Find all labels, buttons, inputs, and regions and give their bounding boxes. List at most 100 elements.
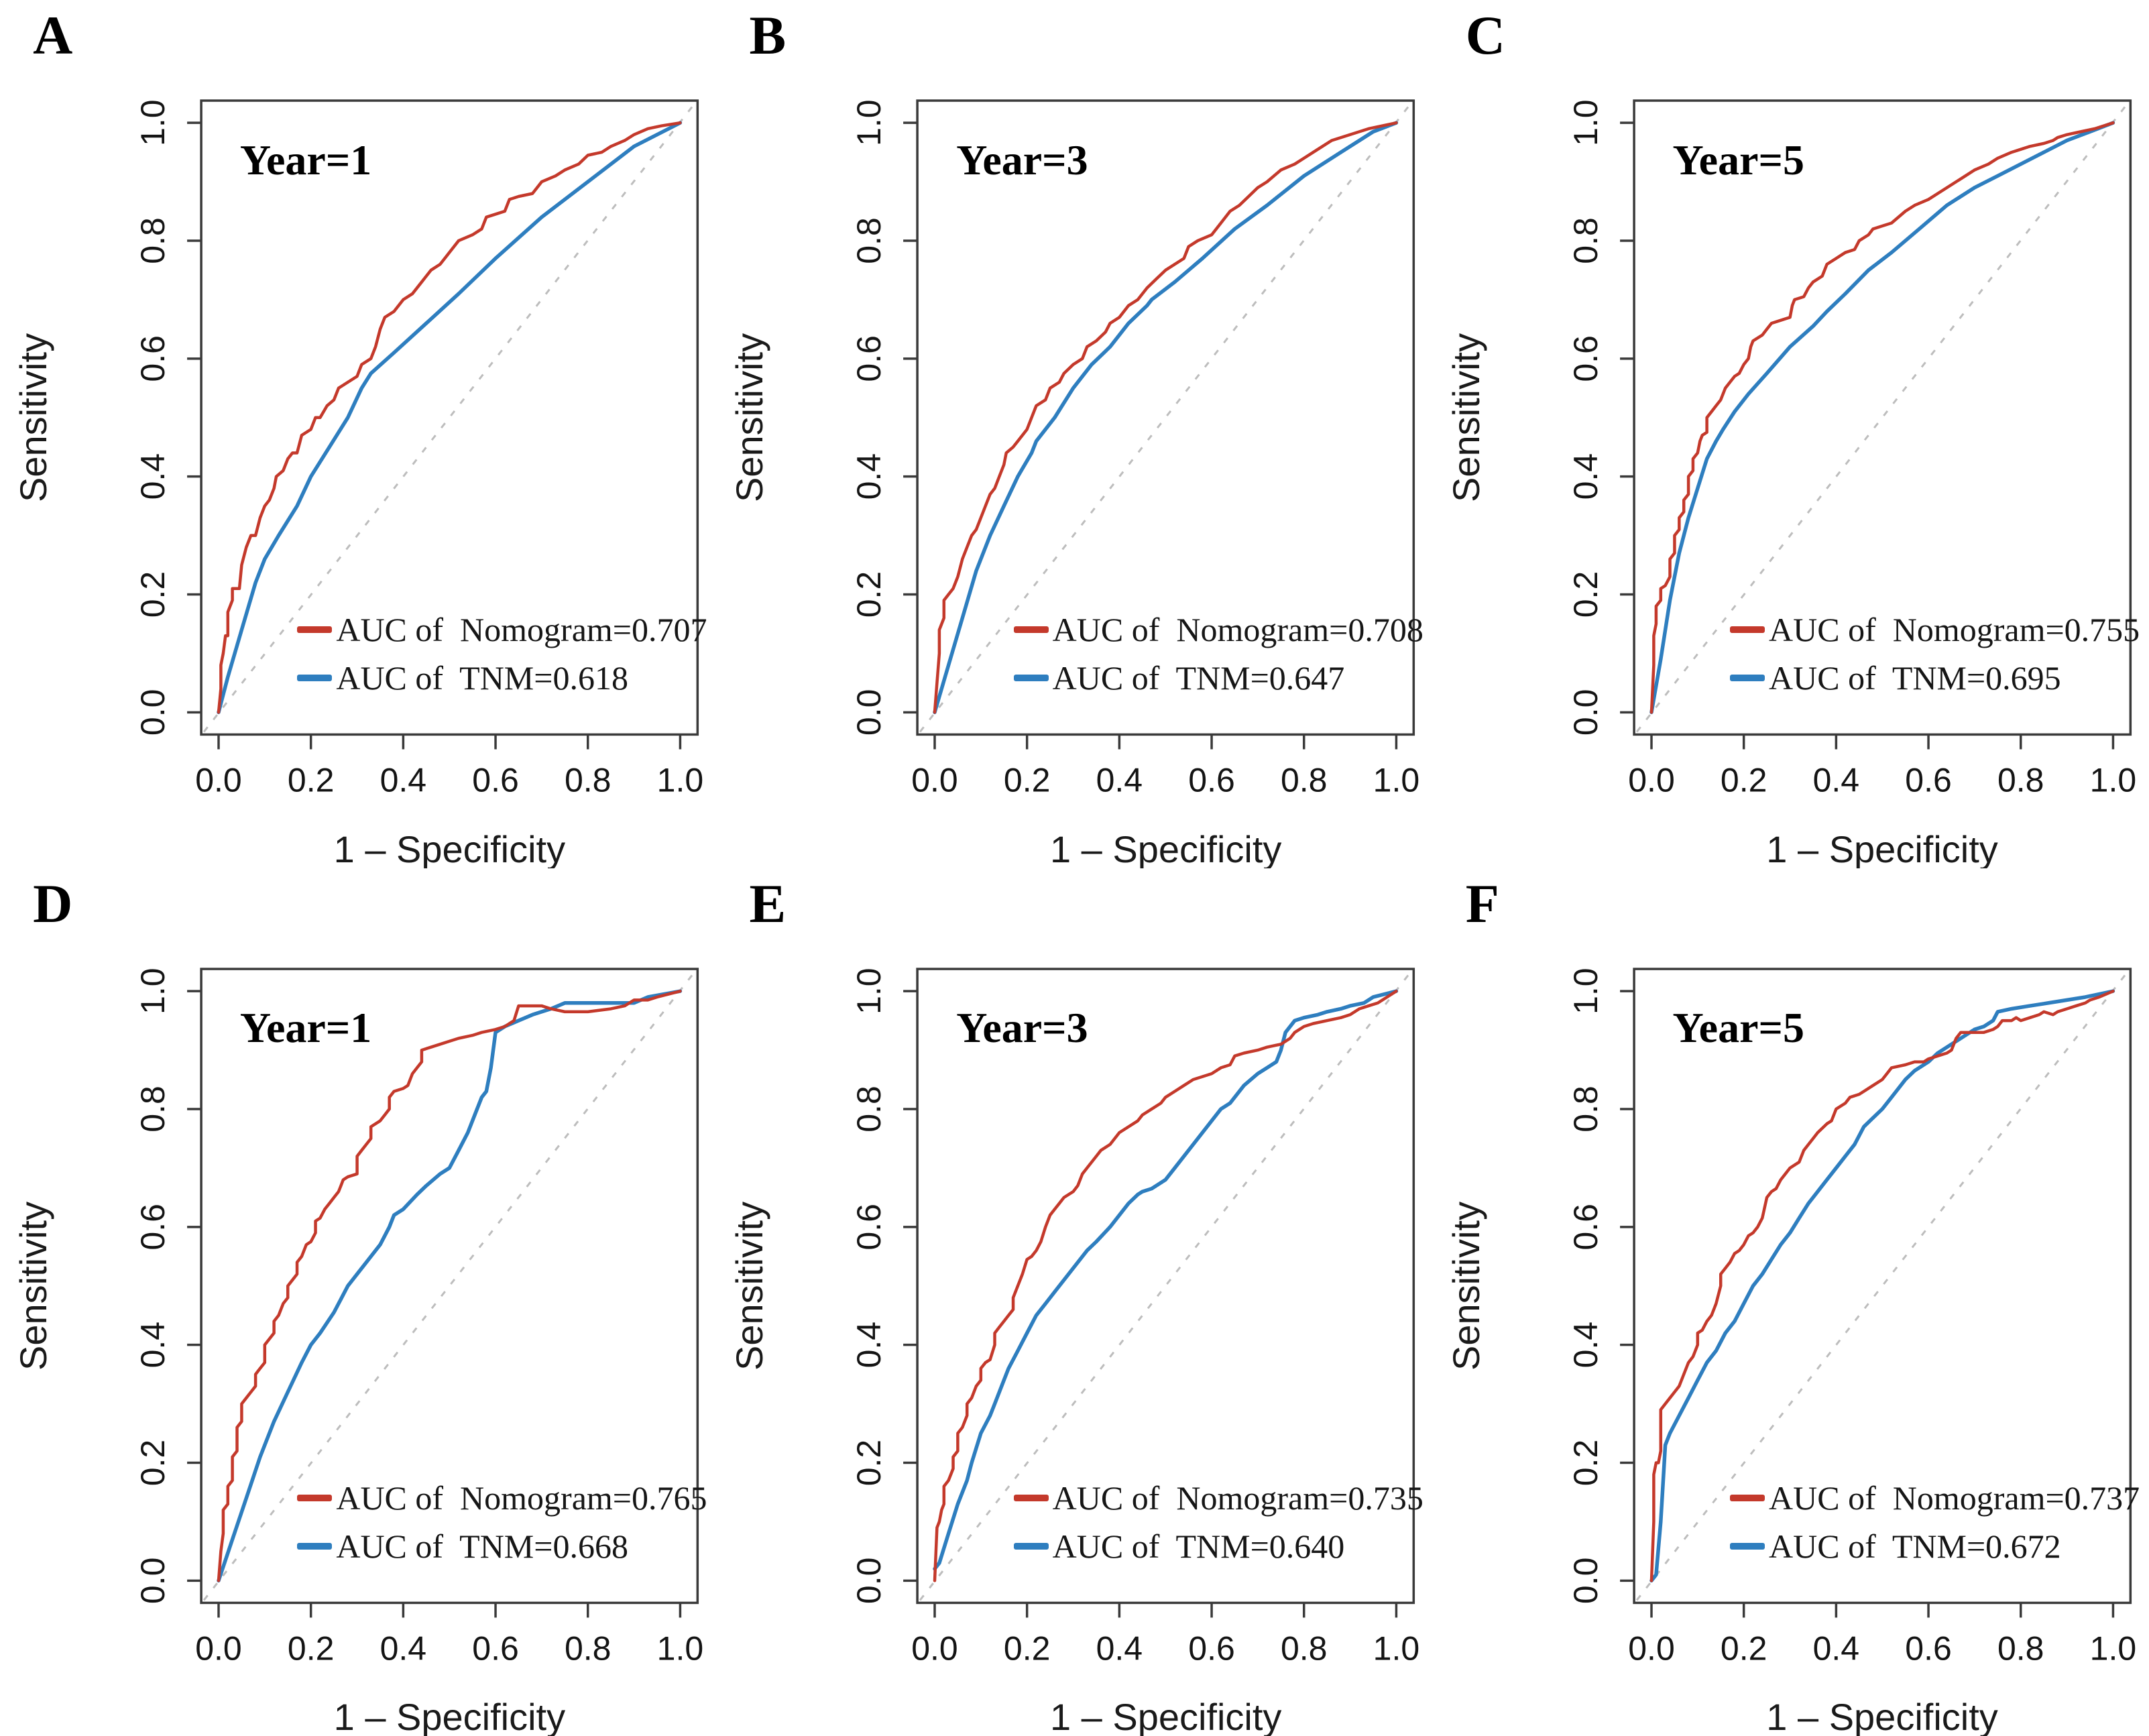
x-tick-label: 0.2 — [1721, 761, 1767, 799]
x-tick-label: 0.4 — [380, 761, 427, 799]
y-tick-label: 0.6 — [1567, 335, 1605, 382]
roc-legend: AUC of Nomogram=0.755 AUC of TNM=0.695 — [1730, 610, 2140, 697]
legend-label-tnm: AUC of TNM=0.618 — [336, 659, 628, 697]
x-axis-label: 1 – Specificity — [333, 827, 566, 868]
legend-row-tnm: AUC of TNM=0.640 — [1013, 1527, 1424, 1566]
chance-diagonal-line — [919, 970, 1412, 1601]
roc-plot-c: 0.0 0.0 0.2 0.2 0.4 0.4 0.6 0.6 0.8 0.8 1.0 1.0 — [1567, 99, 2136, 799]
roc-plot-a: 0.0 0.0 0.2 0.2 0.4 0.4 0.6 0.6 0.8 0.8 1.0 1.0 — [134, 99, 703, 799]
tnm-line-swatch — [1013, 1542, 1049, 1550]
legend-row-tnm: AUC of TNM=0.647 — [1013, 658, 1424, 697]
roc-legend: AUC of Nomogram=0.765 AUC of TNM=0.668 — [297, 1479, 707, 1566]
plot-box — [916, 967, 1415, 1604]
x-tick-label: 0.8 — [1281, 1629, 1328, 1667]
y-tick-label: 0.8 — [134, 1086, 172, 1133]
y-tick-label: 0.0 — [1567, 1557, 1605, 1604]
roc-legend: AUC of Nomogram=0.735 AUC of TNM=0.640 — [1013, 1479, 1424, 1566]
legend-label-tnm: AUC of TNM=0.672 — [1769, 1527, 2061, 1565]
roc-legend: AUC of Nomogram=0.708 AUC of TNM=0.647 — [1013, 610, 1424, 697]
x-tick-label: 1.0 — [2089, 1629, 2136, 1667]
x-tick-label: 0.2 — [1004, 761, 1051, 799]
chance-diagonal-line — [1635, 970, 2129, 1601]
y-tick-label: 0.0 — [850, 689, 888, 736]
x-tick-label: 1.0 — [657, 1629, 704, 1667]
legend-label-nomogram: AUC of Nomogram=0.735 — [1052, 1479, 1424, 1517]
legend-label-nomogram: AUC of Nomogram=0.707 — [336, 611, 707, 649]
y-tick-label: 0.2 — [134, 1439, 172, 1486]
panel-f: 0.0 0.0 0.2 0.2 0.4 0.4 0.6 0.6 0.8 0.8 1.0 1.0 F S… — [1433, 868, 2149, 1736]
x-axis-label: 1 – Specificity — [1766, 827, 1998, 868]
panel-letter-b: B — [749, 5, 787, 66]
x-axis-label: 1 – Specificity — [333, 1696, 566, 1736]
x-tick-label: 1.0 — [1373, 1629, 1420, 1667]
y-tick-label: 0.2 — [850, 571, 888, 618]
legend-label-tnm: AUC of TNM=0.695 — [1769, 659, 2061, 697]
y-tick-label: 0.2 — [1567, 1439, 1605, 1486]
plot-box — [200, 99, 699, 736]
roc-plot-f: 0.0 0.0 0.2 0.2 0.4 0.4 0.6 0.6 0.8 0.8 1.0 1.0 — [1567, 967, 2136, 1667]
y-tick-label: 1.0 — [134, 99, 172, 146]
year-annotation: Year=5 — [1672, 1004, 1804, 1052]
tnm-roc-curve — [217, 121, 683, 715]
y-tick-label: 0.2 — [1567, 571, 1605, 618]
legend-row-tnm: AUC of TNM=0.672 — [1730, 1527, 2140, 1566]
year-annotation: Year=5 — [1672, 135, 1804, 184]
y-axis-label: Sensitivity — [1444, 1201, 1487, 1371]
legend-row-nomogram: AUC of Nomogram=0.755 — [1730, 610, 2140, 649]
x-tick-label: 0.4 — [1812, 1629, 1859, 1667]
y-tick-label: 0.0 — [850, 1557, 888, 1604]
panel-d: 0.0 0.0 0.2 0.2 0.4 0.4 0.6 0.6 0.8 0.8 1.0 1.0 D S… — [0, 868, 716, 1736]
y-tick-label: 0.4 — [850, 1321, 888, 1368]
x-tick-label: 0.8 — [565, 1629, 612, 1667]
x-tick-label: 0.2 — [288, 1629, 335, 1667]
chance-diagonal-line — [919, 103, 1412, 733]
plot-box — [200, 967, 699, 1604]
legend-label-nomogram: AUC of Nomogram=0.708 — [1052, 611, 1424, 649]
x-tick-label: 0.0 — [195, 761, 242, 799]
x-tick-label: 0.6 — [472, 761, 519, 799]
legend-row-nomogram: AUC of Nomogram=0.737 — [1730, 1479, 2140, 1517]
x-tick-label: 0.4 — [1096, 1629, 1143, 1667]
x-axis-label: 1 – Specificity — [1766, 1696, 1998, 1736]
legend-row-tnm: AUC of TNM=0.668 — [297, 1527, 707, 1566]
year-annotation: Year=1 — [239, 1004, 372, 1052]
legend-row-nomogram: AUC of Nomogram=0.707 — [297, 610, 707, 649]
panel-letter-e: E — [749, 872, 787, 934]
x-tick-label: 0.6 — [1905, 761, 1952, 799]
y-tick-label: 0.4 — [134, 453, 172, 500]
nomogram-line-swatch — [1013, 626, 1049, 634]
year-annotation: Year=3 — [956, 135, 1088, 184]
nomogram-line-swatch — [1730, 1494, 1765, 1501]
y-tick-label: 0.4 — [1567, 1321, 1605, 1368]
roc-legend: AUC of Nomogram=0.707 AUC of TNM=0.618 — [297, 610, 707, 697]
x-tick-label: 0.6 — [1189, 1629, 1236, 1667]
chance-diagonal-line — [1635, 103, 2129, 733]
x-axis-label: 1 – Specificity — [1049, 1696, 1282, 1736]
x-tick-label: 0.0 — [912, 761, 959, 799]
nomogram-line-swatch — [1013, 1494, 1049, 1501]
y-axis-label: Sensitivity — [1444, 333, 1487, 502]
y-tick-label: 0.8 — [850, 217, 888, 264]
panel-letter-d: D — [33, 872, 73, 934]
y-tick-label: 0.6 — [850, 335, 888, 382]
x-tick-label: 0.8 — [1281, 761, 1328, 799]
nomogram-roc-curve — [217, 989, 682, 1582]
x-tick-label: 0.4 — [1812, 761, 1859, 799]
y-tick-label: 0.8 — [1567, 1086, 1605, 1133]
y-tick-label: 0.0 — [134, 1557, 172, 1604]
legend-label-tnm: AUC of TNM=0.647 — [1052, 659, 1345, 697]
legend-label-nomogram: AUC of Nomogram=0.755 — [1769, 611, 2140, 649]
x-tick-label: 0.2 — [1721, 1629, 1767, 1667]
legend-row-tnm: AUC of TNM=0.618 — [297, 658, 707, 697]
legend-label-tnm: AUC of TNM=0.640 — [1052, 1527, 1345, 1565]
y-tick-label: 0.4 — [1567, 453, 1605, 500]
plot-box — [1633, 967, 2132, 1604]
nomogram-line-swatch — [297, 1494, 333, 1501]
nomogram-roc-curve — [1649, 989, 2115, 1582]
tnm-roc-curve — [217, 988, 683, 1582]
tnm-roc-curve — [1649, 121, 2115, 715]
y-tick-label: 1.0 — [134, 968, 172, 1015]
x-tick-label: 0.6 — [1189, 761, 1236, 799]
nomogram-roc-curve — [933, 989, 1398, 1582]
x-axis-label: 1 – Specificity — [1049, 827, 1282, 868]
